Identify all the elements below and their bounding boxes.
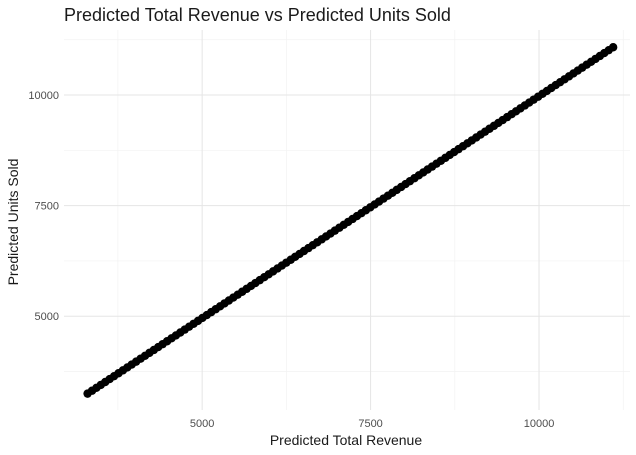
y-tick-label: 10000	[28, 90, 59, 102]
chart-title: Predicted Total Revenue vs Predicted Uni…	[64, 5, 451, 25]
x-tick-label: 5000	[190, 418, 214, 430]
data-point	[608, 43, 618, 52]
data-points	[83, 43, 618, 398]
x-tick-label: 7500	[358, 418, 382, 430]
y-tick-label: 5000	[35, 311, 59, 323]
tick-labels: 5000 7500 10000 5000 7500 10000	[28, 90, 554, 430]
x-tick-label: 10000	[524, 418, 555, 430]
x-axis-title: Predicted Total Revenue	[270, 432, 422, 448]
y-axis-title: Predicted Units Sold	[5, 159, 21, 286]
y-tick-label: 7500	[35, 201, 59, 213]
